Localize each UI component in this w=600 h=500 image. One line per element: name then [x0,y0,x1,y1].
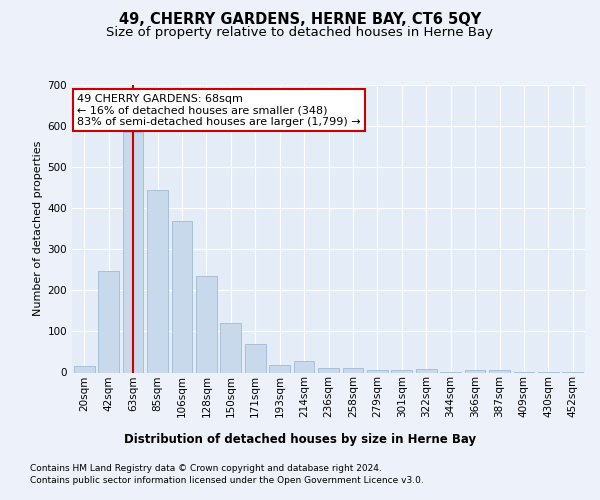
Bar [269,365,290,372]
Bar [245,344,266,372]
Bar [98,270,119,372]
Bar [293,361,314,372]
Text: 49 CHERRY GARDENS: 68sqm
← 16% of detached houses are smaller (348)
83% of semi-: 49 CHERRY GARDENS: 68sqm ← 16% of detach… [77,94,361,127]
Bar [147,190,168,372]
Bar [464,370,485,372]
Text: Distribution of detached houses by size in Herne Bay: Distribution of detached houses by size … [124,432,476,446]
Bar [343,368,364,372]
Bar [489,370,510,372]
Bar [416,369,437,372]
Text: 49, CHERRY GARDENS, HERNE BAY, CT6 5QY: 49, CHERRY GARDENS, HERNE BAY, CT6 5QY [119,12,481,28]
Bar [74,366,95,372]
Y-axis label: Number of detached properties: Number of detached properties [34,141,43,316]
Bar [220,323,241,372]
Bar [318,368,339,372]
Bar [122,132,143,372]
Bar [391,370,412,372]
Text: Contains HM Land Registry data © Crown copyright and database right 2024.: Contains HM Land Registry data © Crown c… [30,464,382,473]
Bar [172,220,193,372]
Bar [367,370,388,372]
Bar [196,276,217,372]
Text: Contains public sector information licensed under the Open Government Licence v3: Contains public sector information licen… [30,476,424,485]
Text: Size of property relative to detached houses in Herne Bay: Size of property relative to detached ho… [107,26,493,39]
